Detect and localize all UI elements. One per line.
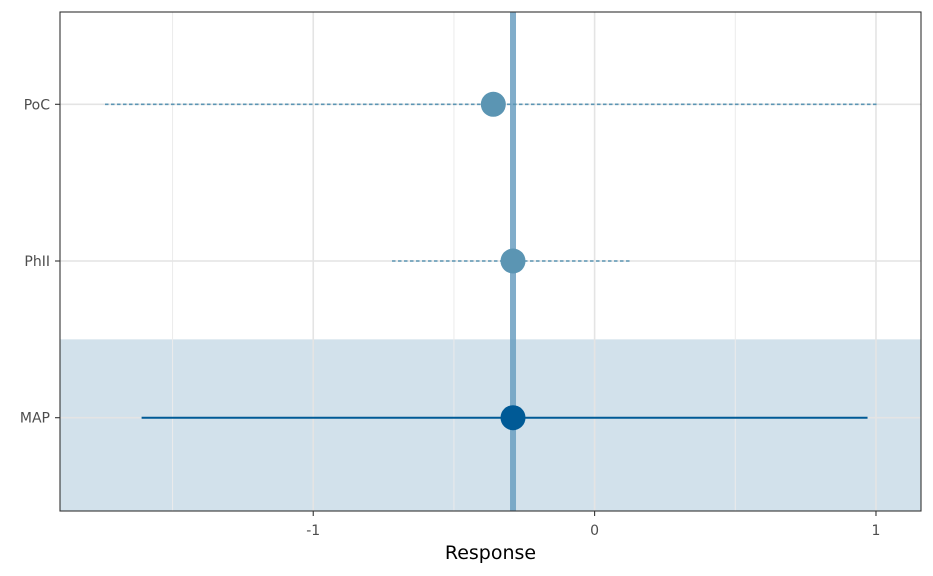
x-tick-label: -1	[306, 523, 320, 539]
estimate-point-phii	[500, 248, 526, 274]
y-tick-label: MAP	[20, 411, 50, 427]
x-axis-title: Response	[445, 542, 536, 564]
estimate-point-poc	[480, 91, 506, 117]
point-layer	[480, 91, 526, 431]
x-tick-label: 0	[590, 523, 599, 539]
highlight-layer	[60, 339, 921, 511]
x-tick-label: 1	[872, 523, 881, 539]
y-tick-label: PhII	[24, 254, 50, 270]
highlight-band	[60, 339, 921, 511]
estimate-point-map	[500, 405, 526, 431]
axis-layer: -1 0 1 PoC PhII MAP	[20, 97, 881, 539]
y-tick-label: PoC	[24, 97, 51, 113]
